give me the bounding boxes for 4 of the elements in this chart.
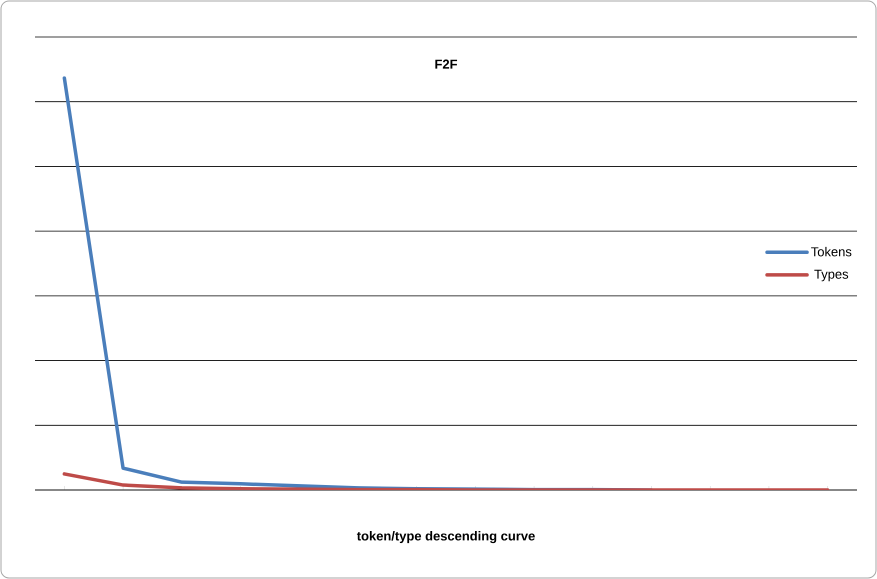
x-axis-title: token/type descending curve xyxy=(356,531,535,544)
legend-label: Tokens xyxy=(811,246,852,256)
legend-label: Types xyxy=(814,270,848,282)
chart-title: F2F xyxy=(435,60,458,69)
